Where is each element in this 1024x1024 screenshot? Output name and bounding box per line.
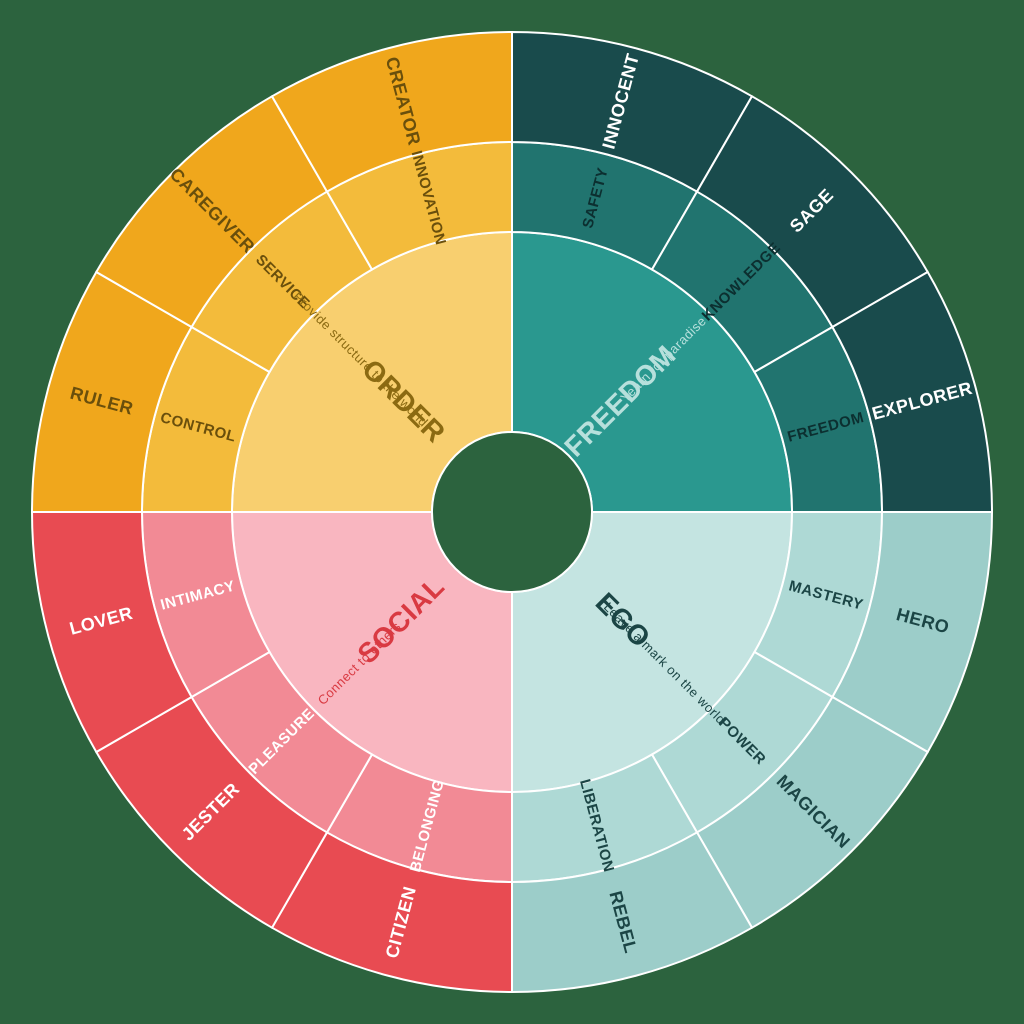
center-hole — [432, 432, 592, 592]
archetype-wheel: SAFETYINNOCENTKNOWLEDGESAGEFREEDOMEXPLOR… — [0, 0, 1024, 1024]
